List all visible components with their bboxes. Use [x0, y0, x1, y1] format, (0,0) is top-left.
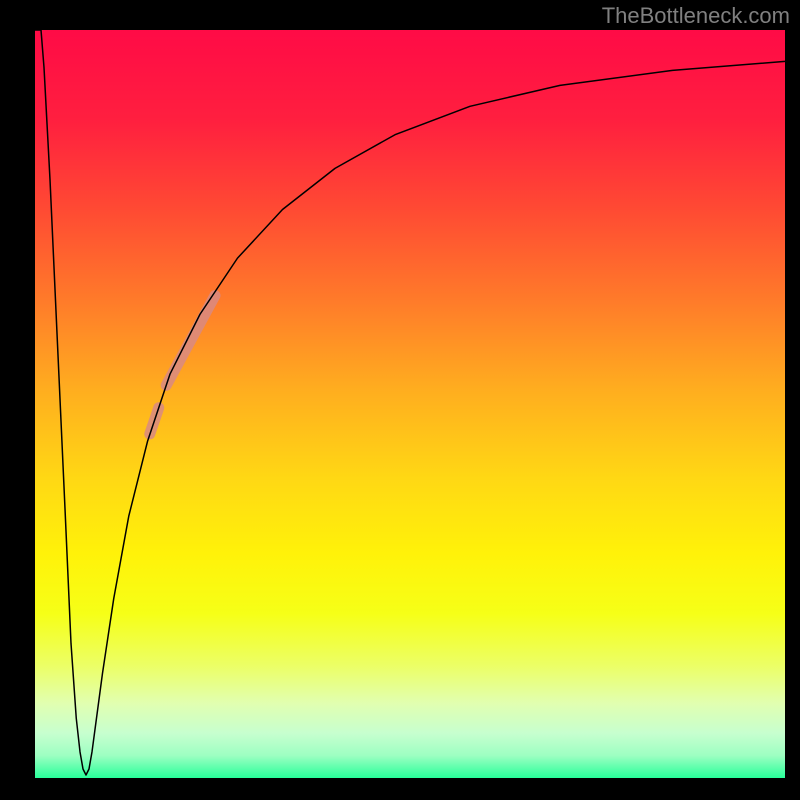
plot-area	[35, 30, 785, 778]
watermark-text: TheBottleneck.com	[602, 3, 790, 29]
chart-frame: TheBottleneck.com	[0, 0, 800, 800]
background-gradient	[35, 30, 785, 778]
